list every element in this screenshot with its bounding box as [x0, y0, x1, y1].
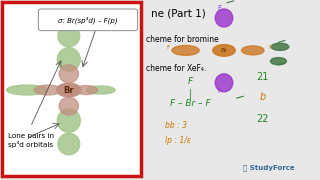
Text: Br: Br [63, 86, 74, 94]
Ellipse shape [270, 58, 286, 65]
Text: 🛡 StudyForce: 🛡 StudyForce [243, 164, 295, 171]
Ellipse shape [57, 109, 80, 132]
Ellipse shape [59, 97, 78, 115]
Text: cheme for XeF₄.: cheme for XeF₄. [146, 64, 206, 73]
FancyBboxPatch shape [2, 2, 141, 176]
Ellipse shape [215, 74, 233, 92]
Text: 22: 22 [256, 114, 269, 124]
Ellipse shape [172, 46, 199, 55]
Circle shape [57, 83, 81, 97]
Ellipse shape [86, 86, 115, 94]
Ellipse shape [35, 85, 61, 95]
FancyBboxPatch shape [38, 9, 138, 31]
Text: Br: Br [220, 48, 228, 53]
Text: 21: 21 [256, 72, 268, 82]
Ellipse shape [57, 48, 80, 71]
Ellipse shape [58, 133, 80, 155]
Ellipse shape [271, 43, 289, 50]
Text: F: F [217, 88, 221, 94]
Ellipse shape [213, 45, 235, 56]
Text: F: F [217, 5, 221, 11]
Ellipse shape [75, 86, 98, 94]
Ellipse shape [242, 46, 264, 55]
Text: lp : 1/ε: lp : 1/ε [165, 136, 191, 145]
Ellipse shape [215, 9, 233, 27]
Text: F: F [268, 45, 272, 50]
Text: Lone pairs in
sp³d orbitals: Lone pairs in sp³d orbitals [8, 133, 54, 148]
Ellipse shape [59, 65, 78, 83]
Text: σ: Br(sp³d) – F(p): σ: Br(sp³d) – F(p) [58, 16, 118, 24]
Ellipse shape [6, 85, 48, 95]
Text: |: | [189, 88, 192, 99]
Text: cheme for bromine: cheme for bromine [146, 35, 218, 44]
Text: b: b [259, 92, 266, 102]
Text: ne (Part 1): ne (Part 1) [151, 8, 206, 18]
Text: F – Br – F: F – Br – F [170, 99, 211, 108]
Text: F: F [166, 45, 170, 50]
Text: F̈: F̈ [188, 77, 193, 86]
Ellipse shape [58, 25, 80, 47]
Text: bb : 3: bb : 3 [165, 122, 187, 130]
